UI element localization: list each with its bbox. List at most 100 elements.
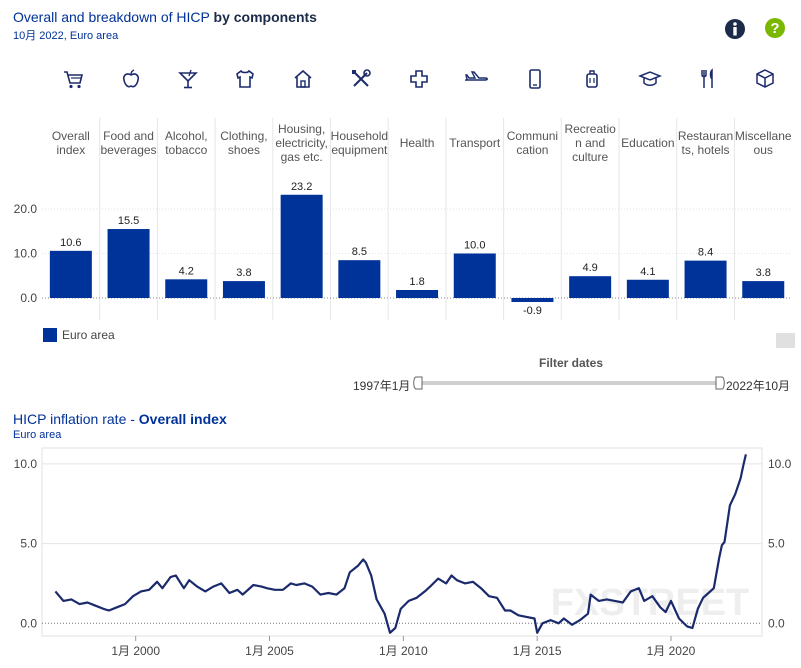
bar-4[interactable] [222,281,265,298]
title-bold: by components [213,9,317,25]
category-label: Clothing, shoes [215,129,273,157]
svg-text:?: ? [770,20,779,37]
bar-13[interactable] [742,281,785,298]
y-tick-label-right: 0.0 [768,616,785,630]
legend-label[interactable]: Euro area [62,328,115,342]
apple-icon[interactable] [120,68,142,90]
tools-icon[interactable] [350,68,372,90]
category-label-line: electricity, [275,136,328,150]
category-label-line: shoes [227,143,260,157]
bar-9[interactable] [511,298,554,303]
luggage-icon[interactable] [581,68,603,90]
category-label: Health [388,136,446,150]
category-label-line: Alcohol, [164,129,208,143]
plane-icon[interactable] [465,68,489,90]
category-label-line: Clothing, [220,129,268,143]
category-label-line: Miscellane [734,129,792,143]
title-prefix: Overall and breakdown of HICP [13,9,214,25]
category-label-line: beverages [100,143,157,157]
category-label-line: equipment [331,143,388,157]
category-label-line: tobacco [165,143,208,157]
line-chart-subtitle: Euro area [13,429,62,441]
category-label-line: Restauran [677,129,734,143]
bar-value-label: 8.5 [352,246,367,258]
legend-swatch[interactable] [43,328,57,342]
bar-chart: 0.0 10.0 20.0 10.6 15.5 4.2 3.8 23.2 8.5 1.8 10.0 -… [14,118,793,320]
hicp-line-series[interactable] [54,454,747,634]
y-tick-label-right: 5.0 [768,537,785,551]
y-tick-label-left: 5.0 [20,537,37,551]
category-label-line: Food and [103,129,154,143]
bar-6[interactable] [338,260,381,298]
category-label: Communi cation [504,129,562,157]
house-icon[interactable] [292,68,314,90]
bar-value-label: -0.9 [523,305,542,317]
slider-handle-start[interactable] [413,376,423,390]
category-label-line: index [56,143,86,157]
category-label-line: Household [330,129,389,143]
bar-3[interactable] [165,279,208,298]
cross-icon[interactable] [408,68,430,90]
category-label-line: Housing, [277,122,326,136]
x-tick-label: 1月 2020 [647,644,696,658]
bar-11[interactable] [626,279,669,298]
category-label: Restauran ts, hotels [677,129,735,157]
category-label-line: gas etc. [280,150,323,164]
bar-value-label: 1.8 [409,276,424,288]
watermark: FXSTREET [551,582,749,624]
x-tick-label: 1月 2015 [513,644,562,658]
line-chart-title: HICP inflation rate - Overall index [13,411,227,427]
bar-value-label: 23.2 [291,181,312,193]
bar-2[interactable] [107,229,150,298]
help-icon[interactable]: ? [764,17,786,39]
bar-value-label: 4.1 [640,266,655,278]
category-label: Miscellane ous [734,129,792,157]
slider-handle-end[interactable] [715,376,725,390]
x-tick-label: 1月 2000 [111,644,160,658]
bar-5[interactable] [280,194,323,298]
bar-value-label: 3.8 [236,267,251,279]
category-label: Housing, electricity, gas etc. [273,122,331,164]
filter-end-date: 2022年10月 [726,379,791,393]
category-label-line: n and [575,136,606,150]
category-label-line: Overall [51,129,90,143]
category-label: Transport [446,136,504,150]
cocktail-icon[interactable] [177,68,199,90]
y-tick-label-left: 10.0 [14,457,38,471]
category-label-line: Education [621,136,675,150]
filter-dates-label: Filter dates [539,356,604,370]
category-label-line: Transport [449,136,501,150]
category-label-line: culture [572,150,609,164]
category-label: Education [619,136,677,150]
line-title-bold: Overall index [138,411,227,427]
bar-8[interactable] [453,253,496,299]
category-label-line: cation [516,143,549,157]
slider-track[interactable] [418,381,720,385]
bar-1[interactable] [49,250,92,298]
category-label: Food and beverages [100,129,158,157]
info-icon[interactable] [724,18,746,40]
bar-value-label: 4.2 [179,265,194,277]
bar-chart-subtitle: 10月 2022, Euro area [13,30,119,42]
category-label-line: ous [753,143,773,157]
category-label-line: Health [399,136,435,150]
graduation-cap-icon[interactable] [638,68,662,90]
phone-icon[interactable] [524,68,546,90]
shirt-icon[interactable] [234,68,256,90]
bar-7[interactable] [396,289,439,298]
category-label: Overall index [42,129,100,157]
y-tick-label: 10.0 [14,247,38,261]
bar-value-label: 10.6 [60,237,81,249]
category-label-line: Recreatio [564,122,616,136]
scroll-button[interactable] [776,333,795,348]
bar-10[interactable] [569,276,612,298]
bar-12[interactable] [684,260,727,298]
x-tick-label: 1月 2005 [245,644,294,658]
cutlery-icon[interactable] [697,68,719,90]
y-tick-label-left: 0.0 [20,616,37,630]
bar-value-label: 3.8 [756,267,771,279]
box-icon[interactable] [754,68,776,90]
date-range-slider[interactable] [412,374,726,392]
cart-icon[interactable] [62,68,84,90]
line-title-prefix: HICP inflation rate - [13,411,139,427]
